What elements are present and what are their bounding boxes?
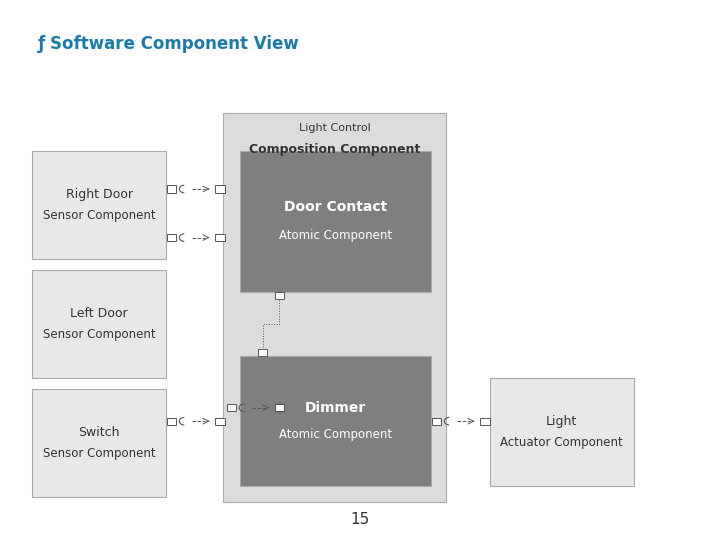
FancyBboxPatch shape: [490, 378, 634, 486]
Text: Atomic Component: Atomic Component: [279, 428, 392, 441]
Bar: [167, 185, 176, 192]
Text: Switch: Switch: [78, 426, 120, 438]
Bar: [432, 418, 441, 424]
Bar: [167, 418, 176, 424]
FancyBboxPatch shape: [240, 356, 431, 486]
FancyBboxPatch shape: [223, 113, 446, 502]
Bar: [275, 404, 284, 411]
Text: Left Door: Left Door: [70, 307, 128, 320]
Text: Composition Component: Composition Component: [249, 143, 420, 156]
Bar: [215, 234, 225, 241]
Text: ƒ Software Component View: ƒ Software Component View: [37, 35, 300, 53]
Text: Sensor Component: Sensor Component: [42, 447, 156, 460]
Bar: [258, 349, 268, 355]
Text: Light: Light: [546, 415, 577, 428]
Text: Sensor Component: Sensor Component: [42, 210, 156, 222]
Bar: [215, 418, 225, 424]
Bar: [167, 234, 176, 241]
Bar: [275, 293, 284, 299]
Text: Right Door: Right Door: [66, 188, 132, 201]
Text: Light Control: Light Control: [299, 123, 371, 133]
FancyBboxPatch shape: [32, 389, 166, 497]
Text: Sensor Component: Sensor Component: [42, 328, 156, 341]
Text: Actuator Component: Actuator Component: [500, 436, 623, 449]
FancyBboxPatch shape: [32, 270, 166, 378]
Bar: [480, 418, 490, 424]
FancyBboxPatch shape: [32, 151, 166, 259]
FancyBboxPatch shape: [240, 151, 431, 292]
Text: Dimmer: Dimmer: [305, 401, 366, 415]
Text: Atomic Component: Atomic Component: [279, 229, 392, 242]
Text: 15: 15: [351, 511, 369, 526]
Bar: [215, 185, 225, 192]
Bar: [227, 404, 236, 411]
Text: Door Contact: Door Contact: [284, 200, 387, 214]
